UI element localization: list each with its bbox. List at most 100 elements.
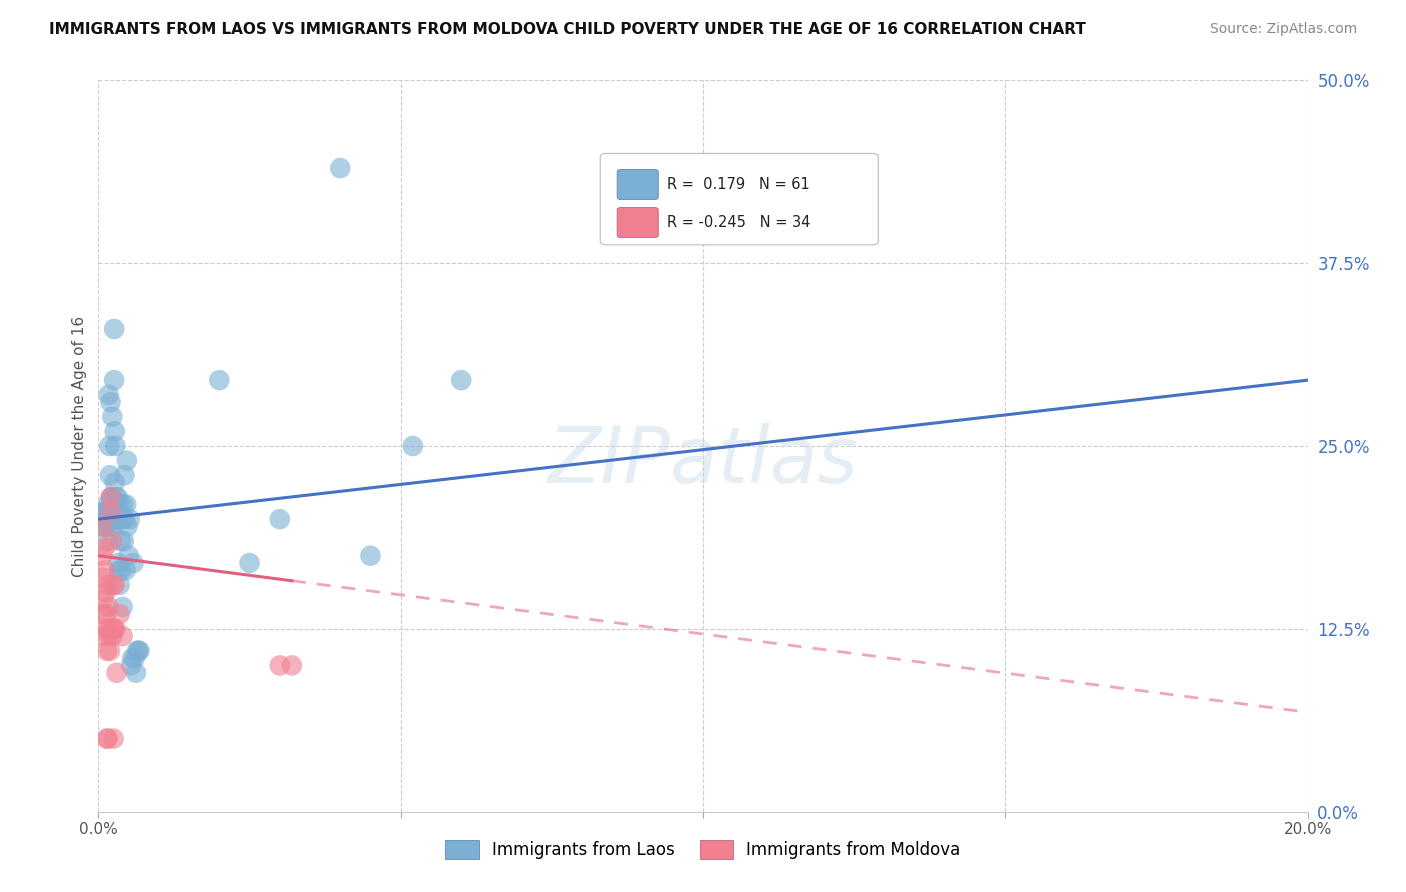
Point [111, 512, 134, 526]
Point [114, 512, 136, 526]
Point [101, 409, 124, 424]
Point [128, 644, 150, 658]
Point [93, 519, 115, 533]
Point [93, 541, 115, 556]
Point [120, 658, 142, 673]
Point [98, 439, 121, 453]
Point [269, 658, 291, 673]
Text: ZIPatlas: ZIPatlas [547, 423, 859, 499]
Point [360, 549, 382, 563]
Y-axis label: Child Poverty Under the Age of 16: Child Poverty Under the Age of 16 [72, 316, 87, 576]
Text: R = -0.245   N = 34: R = -0.245 N = 34 [666, 215, 810, 230]
Point [239, 556, 262, 570]
Point [281, 658, 304, 673]
Point [100, 505, 122, 519]
Point [96, 644, 118, 658]
Point [104, 622, 127, 636]
Point [100, 395, 122, 409]
Point [101, 622, 124, 636]
Point [329, 161, 352, 175]
Point [112, 468, 135, 483]
Point [91, 607, 114, 622]
Point [96, 534, 118, 549]
Point [127, 644, 149, 658]
Point [121, 651, 143, 665]
Point [97, 599, 120, 614]
Point [112, 498, 135, 512]
Point [100, 534, 122, 549]
FancyBboxPatch shape [600, 153, 879, 244]
Point [98, 629, 121, 643]
Point [124, 651, 146, 665]
Point [117, 519, 139, 533]
Point [96, 607, 118, 622]
Point [112, 534, 135, 549]
FancyBboxPatch shape [617, 169, 658, 200]
Point [103, 373, 125, 387]
Point [208, 373, 231, 387]
Point [96, 622, 118, 636]
Point [105, 512, 128, 526]
Point [107, 505, 129, 519]
Point [104, 425, 127, 439]
Point [402, 439, 425, 453]
Text: Source: ZipAtlas.com: Source: ZipAtlas.com [1209, 22, 1357, 37]
Point [450, 373, 472, 387]
Point [101, 505, 124, 519]
FancyBboxPatch shape [617, 208, 658, 237]
Point [115, 498, 138, 512]
Point [118, 512, 141, 526]
Point [108, 563, 131, 577]
Point [97, 622, 120, 636]
Point [104, 475, 127, 490]
Point [98, 468, 121, 483]
Point [127, 644, 149, 658]
Point [97, 498, 120, 512]
Point [125, 665, 148, 680]
Point [103, 322, 125, 336]
Point [103, 622, 125, 636]
Point [96, 731, 118, 746]
Point [101, 629, 124, 643]
Point [94, 563, 117, 577]
Point [104, 578, 127, 592]
Point [93, 629, 115, 643]
Point [104, 439, 127, 453]
Point [111, 599, 134, 614]
Point [269, 512, 291, 526]
Point [100, 519, 122, 533]
Point [101, 578, 124, 592]
Point [96, 731, 118, 746]
Point [91, 571, 114, 585]
Point [111, 629, 134, 643]
Point [96, 505, 118, 519]
Point [103, 731, 125, 746]
Text: R =  0.179   N = 61: R = 0.179 N = 61 [666, 177, 810, 192]
Point [98, 644, 121, 658]
Point [105, 665, 128, 680]
Point [91, 592, 114, 607]
Point [94, 519, 117, 533]
Point [115, 453, 138, 467]
Point [100, 490, 122, 504]
Point [107, 556, 129, 570]
Point [103, 519, 125, 533]
Legend: Immigrants from Laos, Immigrants from Moldova: Immigrants from Laos, Immigrants from Mo… [439, 833, 967, 865]
Point [114, 563, 136, 577]
Point [108, 607, 131, 622]
Point [104, 490, 127, 504]
Point [100, 490, 122, 504]
Point [91, 505, 114, 519]
Point [107, 490, 129, 504]
Point [105, 505, 128, 519]
Point [94, 505, 117, 519]
Point [90, 519, 112, 533]
Point [108, 578, 131, 592]
Point [110, 563, 132, 577]
Point [91, 549, 114, 563]
Text: IMMIGRANTS FROM LAOS VS IMMIGRANTS FROM MOLDOVA CHILD POVERTY UNDER THE AGE OF 1: IMMIGRANTS FROM LAOS VS IMMIGRANTS FROM … [49, 22, 1085, 37]
Point [100, 490, 122, 504]
Point [122, 556, 145, 570]
Point [110, 534, 132, 549]
Point [96, 512, 118, 526]
